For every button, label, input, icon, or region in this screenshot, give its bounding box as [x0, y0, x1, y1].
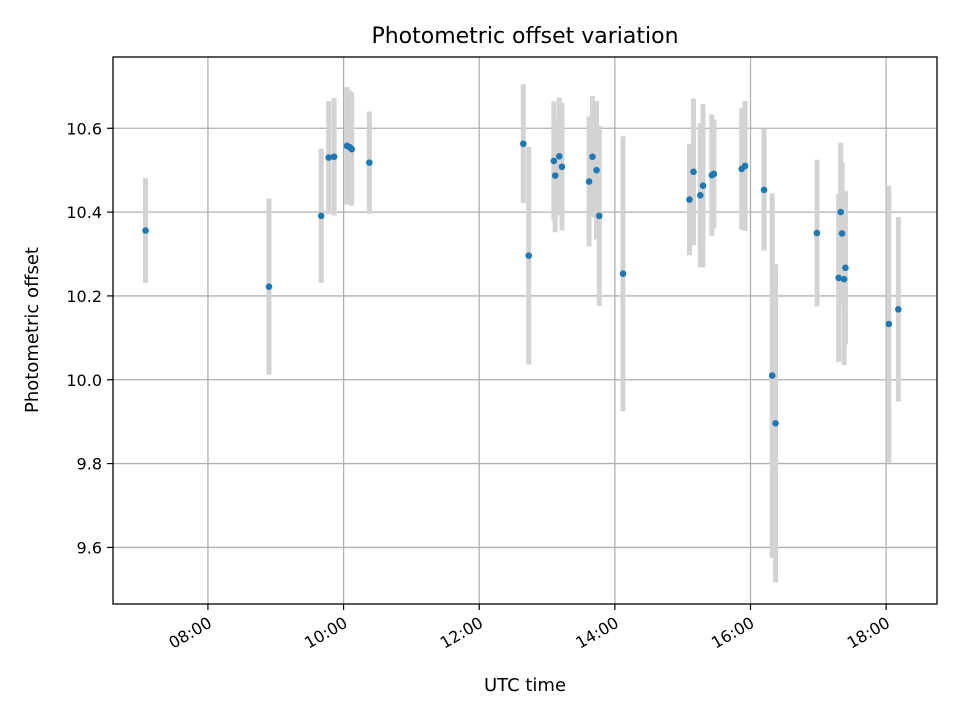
- data-point: [772, 420, 779, 427]
- data-point: [895, 306, 902, 313]
- data-point: [690, 168, 697, 176]
- data-point: [366, 159, 373, 166]
- data-point: [697, 192, 704, 199]
- y-tick-label: 10.6: [66, 119, 102, 138]
- chart-title: Photometric offset variation: [371, 24, 678, 49]
- y-tick-label: 9.6: [77, 538, 102, 557]
- plot-frame: [112, 56, 938, 605]
- data-point: [835, 274, 842, 282]
- data-point: [551, 172, 559, 179]
- data-point: [768, 372, 776, 379]
- data-point: [837, 208, 844, 216]
- y-axis-ticks: 9.6 9.8 10.0 10.2 10.4 10.6: [66, 119, 113, 557]
- data-point: [593, 166, 600, 174]
- y-tick-label: 10.4: [66, 203, 102, 222]
- data-point: [760, 186, 768, 194]
- y-tick-label: 9.8: [77, 455, 102, 474]
- y-tick-label: 10.2: [66, 287, 102, 306]
- data-point: [741, 162, 749, 170]
- data-points: [142, 140, 902, 427]
- data-point: [520, 140, 527, 148]
- data-point: [686, 196, 693, 203]
- data-point: [840, 275, 848, 283]
- data-point: [842, 264, 849, 272]
- data-point: [619, 270, 627, 278]
- data-point: [555, 153, 563, 160]
- data-point: [330, 153, 338, 161]
- data-point: [317, 212, 325, 220]
- data-point: [525, 252, 533, 259]
- data-point: [585, 178, 593, 185]
- x-axis-label: UTC time: [484, 675, 566, 696]
- y-tick-label: 10.0: [66, 371, 102, 390]
- data-point: [325, 154, 332, 161]
- data-point: [348, 145, 356, 153]
- data-point: [595, 212, 603, 220]
- y-axis-label: Photometric offset: [22, 247, 43, 413]
- data-point: [838, 230, 846, 237]
- data-point: [885, 320, 893, 328]
- data-point: [558, 163, 566, 171]
- data-point: [710, 170, 718, 178]
- data-point: [550, 157, 558, 165]
- data-point: [142, 227, 149, 234]
- data-point: [589, 153, 596, 161]
- data-point: [699, 182, 707, 189]
- data-point: [813, 229, 821, 237]
- data-point: [265, 283, 273, 290]
